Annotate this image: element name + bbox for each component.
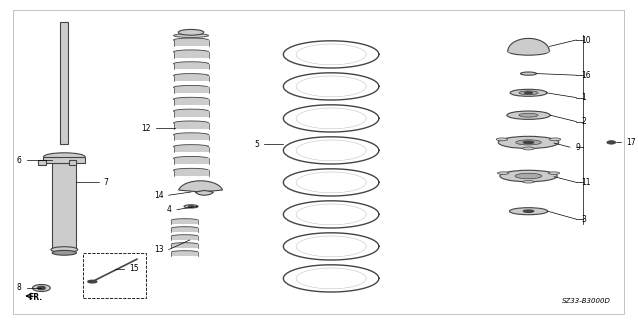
Ellipse shape — [171, 227, 198, 230]
Text: 12: 12 — [142, 124, 151, 132]
Text: SZ33-B3000D: SZ33-B3000D — [563, 298, 611, 304]
Text: 10: 10 — [581, 36, 591, 44]
Text: 11: 11 — [581, 178, 591, 187]
Ellipse shape — [174, 62, 209, 66]
Ellipse shape — [171, 235, 198, 237]
Bar — [171, 244, 198, 248]
Ellipse shape — [184, 205, 198, 208]
Ellipse shape — [508, 47, 549, 55]
Ellipse shape — [174, 156, 209, 160]
Ellipse shape — [496, 138, 508, 141]
Ellipse shape — [516, 140, 541, 145]
Ellipse shape — [523, 180, 534, 183]
Text: 8: 8 — [17, 284, 22, 292]
Ellipse shape — [51, 247, 78, 252]
Ellipse shape — [188, 206, 193, 207]
Ellipse shape — [174, 145, 209, 148]
Ellipse shape — [174, 168, 209, 172]
Ellipse shape — [523, 141, 533, 143]
Ellipse shape — [515, 173, 542, 179]
Ellipse shape — [174, 74, 209, 77]
Bar — [174, 76, 209, 81]
Text: 7: 7 — [104, 178, 108, 187]
Ellipse shape — [524, 92, 532, 94]
Ellipse shape — [498, 172, 509, 174]
Ellipse shape — [507, 111, 550, 119]
Bar — [38, 160, 46, 165]
Bar — [52, 163, 77, 250]
Ellipse shape — [171, 219, 198, 221]
Ellipse shape — [171, 243, 198, 246]
Ellipse shape — [174, 38, 209, 42]
Text: 6: 6 — [17, 156, 22, 164]
Text: 17: 17 — [626, 138, 635, 147]
Text: 4: 4 — [167, 205, 172, 214]
Ellipse shape — [38, 286, 45, 290]
Bar — [174, 135, 209, 140]
Ellipse shape — [549, 138, 561, 141]
Text: 3: 3 — [581, 215, 586, 224]
Bar — [174, 87, 209, 93]
Ellipse shape — [500, 170, 557, 182]
Bar — [174, 147, 209, 152]
Ellipse shape — [88, 280, 97, 283]
Bar — [174, 170, 209, 176]
Bar — [69, 160, 77, 165]
Bar — [174, 99, 209, 105]
Ellipse shape — [52, 250, 77, 255]
Ellipse shape — [509, 208, 547, 215]
Ellipse shape — [521, 72, 537, 75]
Ellipse shape — [523, 210, 533, 212]
Bar — [171, 252, 198, 256]
Ellipse shape — [174, 121, 209, 125]
Text: 14: 14 — [154, 191, 164, 200]
Ellipse shape — [174, 97, 209, 101]
Text: 15: 15 — [130, 264, 139, 273]
Text: 1: 1 — [581, 93, 586, 102]
Ellipse shape — [174, 85, 209, 89]
Wedge shape — [179, 181, 223, 192]
Ellipse shape — [510, 89, 547, 96]
Ellipse shape — [519, 113, 538, 117]
Ellipse shape — [523, 147, 534, 150]
Wedge shape — [195, 190, 213, 195]
Bar — [174, 64, 209, 69]
Text: 9: 9 — [575, 143, 580, 152]
Ellipse shape — [174, 34, 209, 37]
Ellipse shape — [171, 251, 198, 253]
Ellipse shape — [174, 109, 209, 113]
Ellipse shape — [33, 284, 50, 292]
Text: 16: 16 — [581, 71, 591, 80]
Bar — [174, 123, 209, 129]
Text: 13: 13 — [154, 245, 164, 254]
Ellipse shape — [548, 172, 560, 174]
Bar — [61, 22, 68, 144]
Ellipse shape — [174, 133, 209, 137]
Bar — [43, 157, 85, 163]
Ellipse shape — [178, 29, 204, 35]
Ellipse shape — [607, 140, 616, 144]
Text: 2: 2 — [581, 117, 586, 126]
Text: FR.: FR. — [28, 293, 42, 302]
Bar — [171, 228, 198, 232]
Bar — [174, 111, 209, 117]
Ellipse shape — [43, 153, 85, 161]
Ellipse shape — [519, 91, 538, 95]
Bar — [174, 158, 209, 164]
Text: 5: 5 — [255, 140, 259, 148]
Bar — [171, 236, 198, 240]
Bar — [174, 52, 209, 58]
Ellipse shape — [498, 136, 559, 148]
Ellipse shape — [174, 50, 209, 54]
Bar — [171, 220, 198, 224]
Bar — [174, 40, 209, 46]
